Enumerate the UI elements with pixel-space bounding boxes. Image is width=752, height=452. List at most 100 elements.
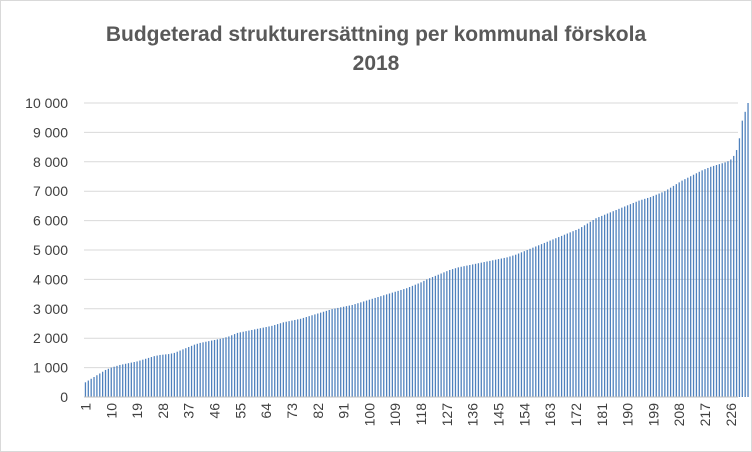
bar — [698, 171, 700, 397]
bar — [583, 225, 586, 397]
bar — [644, 198, 646, 397]
bar — [345, 306, 348, 397]
bar — [368, 299, 371, 397]
bar — [672, 185, 675, 397]
bar — [170, 353, 173, 397]
bar — [512, 255, 514, 397]
bar — [294, 319, 296, 397]
bar — [385, 294, 388, 397]
bar — [457, 267, 459, 397]
bar — [603, 214, 606, 397]
bar — [543, 242, 546, 397]
x-tick-label: 1 — [77, 403, 93, 411]
bar — [649, 197, 652, 397]
bar — [185, 348, 187, 397]
bar — [383, 295, 385, 397]
bar — [99, 373, 101, 397]
x-tick-label: 19 — [129, 403, 145, 419]
bar — [692, 174, 695, 397]
bar — [480, 262, 482, 397]
x-tick-label: 46 — [207, 403, 223, 419]
bar — [219, 338, 221, 397]
bar — [225, 337, 227, 397]
bar — [110, 367, 112, 397]
bar — [388, 293, 391, 397]
bar — [443, 272, 445, 397]
bar — [371, 298, 373, 397]
bar — [159, 354, 161, 397]
x-tick-label: 163 — [542, 403, 558, 427]
bar — [454, 268, 457, 397]
bar — [517, 253, 520, 397]
bar — [173, 352, 175, 397]
bar — [93, 377, 95, 397]
bar — [113, 366, 115, 397]
bar — [265, 327, 267, 397]
chart-subtitle: 2018 — [352, 52, 400, 75]
bar — [595, 218, 597, 397]
bar — [365, 300, 368, 397]
bar — [288, 321, 290, 397]
bar — [707, 167, 709, 397]
x-tick-label: 73 — [284, 403, 300, 419]
bar — [575, 230, 577, 397]
bar — [276, 324, 279, 397]
y-tick-label: 10 000 — [25, 95, 68, 111]
bar — [122, 364, 124, 397]
bar — [406, 288, 408, 397]
bar — [618, 208, 620, 397]
x-tick-label: 55 — [232, 403, 248, 419]
bar — [87, 380, 89, 397]
x-tick-label: 100 — [361, 403, 377, 427]
bar — [566, 233, 568, 397]
bar — [687, 177, 689, 397]
bar — [254, 329, 256, 397]
bar — [142, 359, 144, 397]
bar — [523, 251, 525, 397]
x-tick-label: 10 — [103, 403, 119, 419]
bar — [133, 362, 135, 397]
bar — [279, 323, 282, 397]
bar — [228, 336, 230, 397]
bar — [738, 138, 741, 397]
bar — [569, 232, 571, 397]
bar — [391, 292, 393, 397]
bar — [555, 238, 557, 397]
bar — [377, 297, 379, 397]
bar — [259, 328, 262, 397]
bar — [730, 159, 732, 397]
bar — [695, 173, 698, 397]
bar — [334, 308, 336, 397]
x-tick-label: 64 — [258, 403, 274, 419]
bar — [669, 187, 672, 397]
bar — [681, 180, 683, 397]
bar — [451, 269, 454, 397]
bar — [581, 227, 583, 397]
bar — [638, 200, 640, 397]
x-tick-label: 82 — [310, 403, 326, 419]
bar — [546, 241, 548, 397]
bar — [483, 262, 485, 397]
bar — [690, 176, 692, 397]
bar — [721, 163, 723, 397]
bar — [563, 234, 566, 397]
bar — [423, 280, 425, 397]
bar — [328, 309, 330, 397]
x-tick-label: 136 — [465, 403, 481, 427]
bar — [446, 271, 448, 397]
bar — [145, 358, 147, 397]
bar — [612, 211, 614, 397]
bar — [162, 354, 164, 397]
y-tick-label: 3 000 — [33, 301, 68, 317]
bar — [179, 350, 181, 397]
bar — [311, 315, 313, 397]
bar — [337, 307, 339, 397]
bar — [472, 264, 474, 397]
bar — [374, 297, 376, 397]
x-tick-label: 28 — [155, 403, 171, 419]
bar — [667, 189, 669, 397]
x-tick-label: 172 — [568, 403, 584, 427]
bar — [733, 155, 735, 397]
bar — [299, 318, 302, 397]
